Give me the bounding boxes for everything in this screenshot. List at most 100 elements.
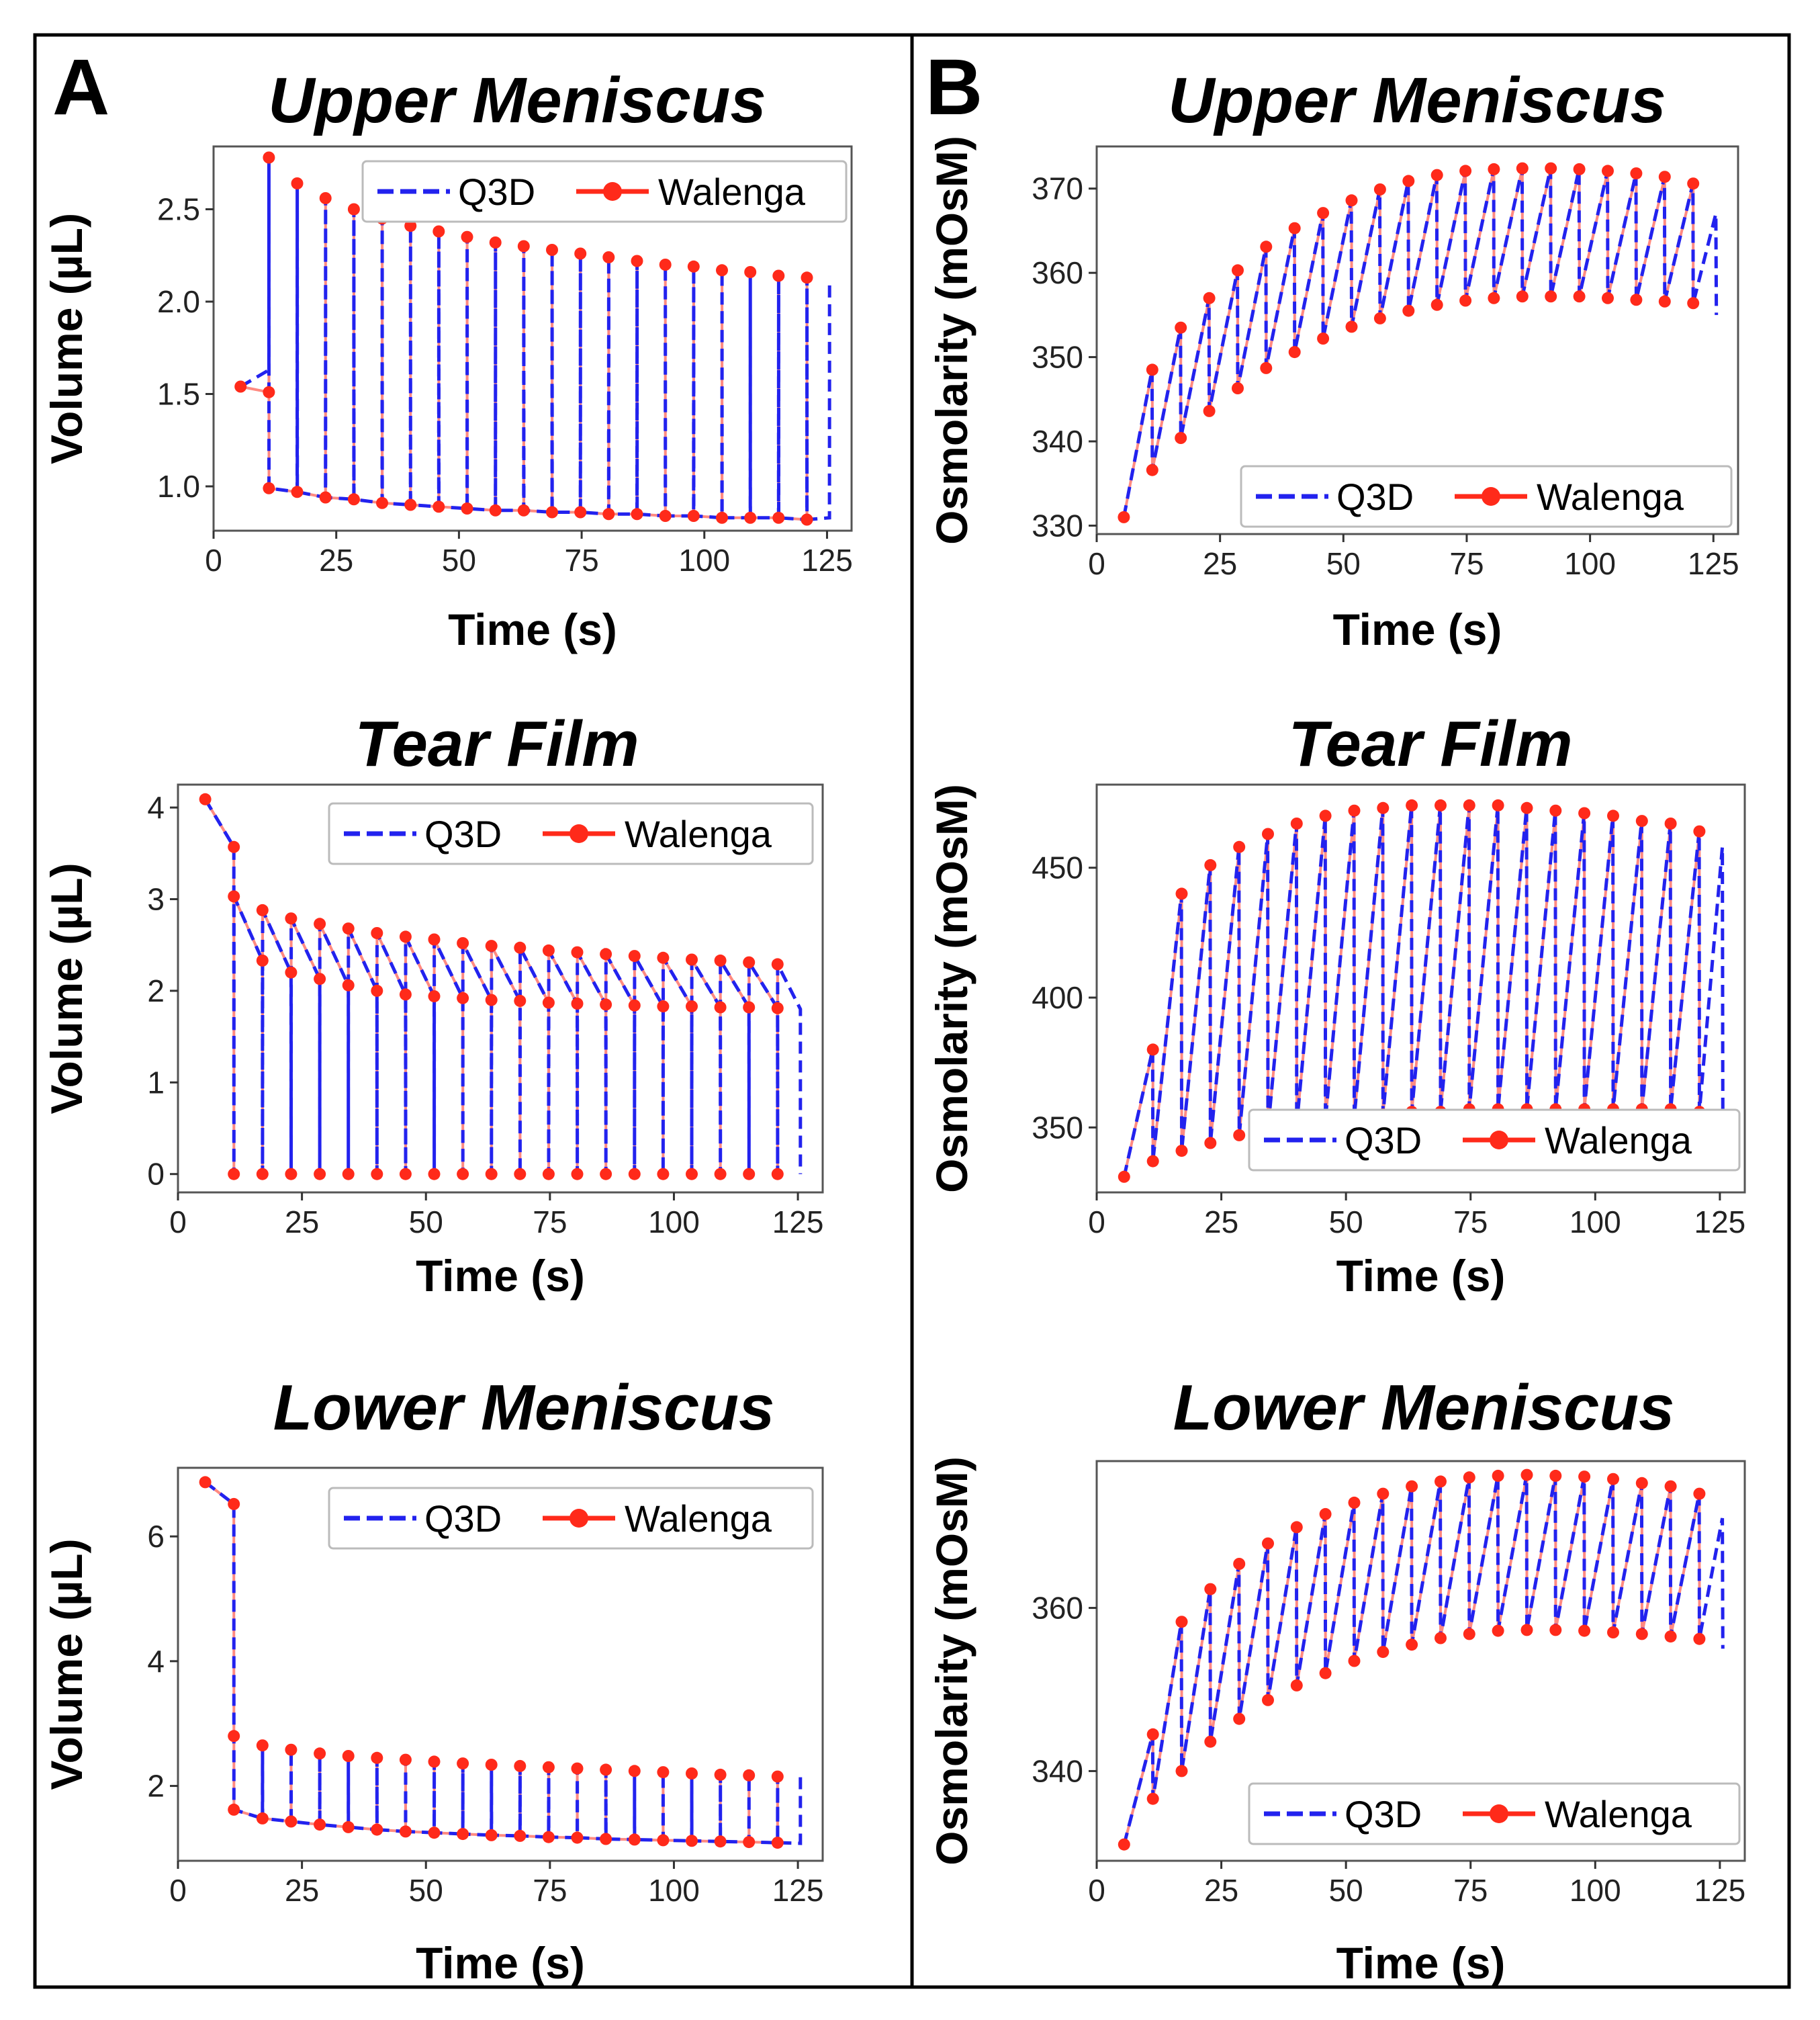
series-walenga-marker xyxy=(461,230,473,243)
chart-5: Tear Film 0 25 50 75 100 125 350 400 450 Time (s) O… xyxy=(927,708,1746,1301)
x-tick-label: 75 xyxy=(1453,1873,1488,1908)
series-walenga-marker xyxy=(716,264,728,277)
series-walenga-marker xyxy=(1545,162,1557,175)
series-walenga-marker xyxy=(1175,1765,1188,1777)
series-walenga-marker xyxy=(1516,290,1529,303)
legend-walenga-marker xyxy=(1490,1804,1508,1823)
series-walenga-marker xyxy=(1635,1628,1648,1640)
panel-a-letter: A xyxy=(52,43,109,132)
series-walenga-marker xyxy=(1488,163,1500,175)
series-walenga-marker xyxy=(1317,333,1330,345)
series-walenga-marker xyxy=(686,953,698,966)
series-walenga-marker xyxy=(342,1750,355,1762)
legend-walenga-marker xyxy=(570,1509,588,1528)
plot-frame xyxy=(177,1466,824,1862)
series-walenga-marker xyxy=(1146,1792,1159,1805)
series-walenga-marker xyxy=(319,192,332,204)
series-walenga-marker xyxy=(628,1833,641,1846)
series-walenga-marker xyxy=(1319,1507,1332,1520)
series-walenga-marker xyxy=(571,1831,584,1844)
x-tick-label: 0 xyxy=(1088,546,1105,581)
series-walenga-marker xyxy=(1687,177,1700,190)
series-walenga-marker xyxy=(546,506,558,519)
y-tick-label: 360 xyxy=(1032,255,1083,290)
legend-walenga-label: Walenga xyxy=(1537,476,1684,518)
legend-walenga-label: Walenga xyxy=(625,1497,772,1540)
series-walenga-marker xyxy=(1146,1155,1159,1168)
series-walenga-marker xyxy=(404,220,417,232)
legend-q3d-label: Q3D xyxy=(424,813,502,855)
y-tick-label: 2.5 xyxy=(157,192,200,227)
x-tick-label: 0 xyxy=(169,1873,187,1908)
series-walenga-marker xyxy=(285,912,298,925)
series-walenga-marker xyxy=(1290,1679,1303,1692)
x-tick-label: 25 xyxy=(1204,1204,1238,1239)
y-tick-label: 340 xyxy=(1032,1753,1083,1788)
series-walenga-marker xyxy=(687,510,700,522)
legend-walenga-marker xyxy=(1482,487,1500,506)
series-walenga-marker xyxy=(771,1837,784,1849)
series-walenga-marker xyxy=(714,1001,727,1014)
series-walenga-marker xyxy=(1578,1624,1591,1637)
y-tick-label: 350 xyxy=(1032,340,1083,375)
series-walenga-marker xyxy=(686,1168,698,1180)
series-walenga-marker xyxy=(1607,1473,1619,1485)
series-walenga-marker xyxy=(1290,818,1303,830)
legend-walenga-label: Walenga xyxy=(1545,1119,1692,1161)
y-axis-label: Volume (µL) xyxy=(42,863,91,1114)
series-walenga-marker xyxy=(433,500,445,513)
series-walenga-marker xyxy=(1118,511,1130,523)
series-walenga-marker xyxy=(291,486,304,498)
x-tick-label: 25 xyxy=(285,1873,319,1908)
series-walenga-marker xyxy=(1377,801,1390,814)
series-walenga-marker xyxy=(571,998,584,1010)
series-walenga-marker xyxy=(1607,809,1619,822)
series-walenga-marker xyxy=(228,890,240,903)
series-walenga-marker xyxy=(1233,1712,1246,1725)
x-tick-label: 75 xyxy=(1453,1204,1488,1239)
series-walenga-marker xyxy=(342,1820,355,1833)
y-axis-label: Volume (µL) xyxy=(42,1538,91,1790)
series-walenga-marker xyxy=(489,504,502,517)
legend-q3d-label: Q3D xyxy=(1336,476,1414,518)
series-walenga-marker xyxy=(1175,432,1187,444)
series-walenga-marker xyxy=(659,259,672,271)
legend-q3d-label: Q3D xyxy=(1345,1793,1422,1835)
series-walenga-marker xyxy=(1118,1170,1130,1183)
series-walenga-marker xyxy=(514,1168,527,1180)
x-tick-label: 25 xyxy=(285,1204,319,1239)
series-walenga-marker xyxy=(428,990,441,1003)
series-walenga-marker xyxy=(657,951,670,964)
series-walenga-marker xyxy=(1664,1480,1677,1493)
series-walenga-marker xyxy=(1492,1624,1504,1637)
x-tick-label: 125 xyxy=(1688,546,1739,581)
series-walenga-marker xyxy=(1146,1728,1159,1741)
plot-frame xyxy=(1095,1460,1746,1862)
y-tick-label: 4 xyxy=(147,1644,165,1679)
legend-walenga-label: Walenga xyxy=(625,813,772,855)
series-walenga-marker xyxy=(1290,1521,1303,1534)
series-walenga-marker xyxy=(1635,815,1648,828)
plot-area xyxy=(199,793,803,1180)
y-tick-label: 330 xyxy=(1032,508,1083,543)
series-walenga-marker xyxy=(285,966,298,979)
series-walenga-marker xyxy=(743,1836,756,1849)
series-walenga-marker xyxy=(314,1747,326,1760)
x-tick-label: 50 xyxy=(409,1873,443,1908)
y-tick-label: 3 xyxy=(147,882,165,917)
series-walenga-marker xyxy=(1549,804,1562,817)
series-walenga-marker xyxy=(1664,818,1677,830)
y-axis-label: Osmolarity (mOsM) xyxy=(927,136,976,545)
series-walenga-marker xyxy=(399,930,412,943)
series-walenga-marker xyxy=(628,999,641,1012)
series-walenga-marker xyxy=(1693,1632,1706,1645)
series-walenga-marker xyxy=(743,1001,756,1014)
x-tick-label: 50 xyxy=(442,543,476,578)
series-walenga-marker xyxy=(1204,1735,1217,1748)
y-tick-label: 1 xyxy=(147,1065,165,1100)
series-walenga-marker xyxy=(228,1730,240,1743)
series-walenga-marker xyxy=(1233,840,1246,853)
x-tick-label: 100 xyxy=(648,1873,700,1908)
x-tick-label: 0 xyxy=(169,1204,187,1239)
series-walenga-marker xyxy=(771,958,784,971)
